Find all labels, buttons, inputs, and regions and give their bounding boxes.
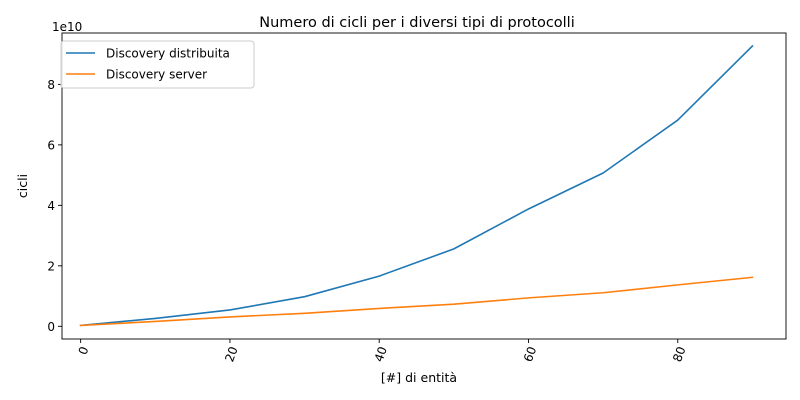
x-axis-label: [#] di entità (381, 370, 457, 385)
chart-title: Numero di cicli per i diversi tipi di pr… (259, 15, 575, 31)
y-tick-label: 6 (47, 138, 55, 152)
x-tick-label: 0 (76, 345, 92, 357)
legend-entry: Discovery distribuita (106, 47, 230, 61)
legend: Discovery distribuita Discovery server (60, 40, 255, 89)
x-tick-label: 60 (521, 345, 539, 364)
y-axis-label: cicli (15, 174, 30, 198)
y-tick-label: 2 (47, 259, 55, 273)
legend-entry: Discovery server (106, 68, 207, 82)
x-tick-label: 80 (670, 345, 688, 364)
x-tick-label: 20 (222, 345, 240, 364)
x-tick-label: 40 (372, 345, 390, 364)
legend-box (60, 40, 255, 89)
y-tick-label: 4 (47, 199, 55, 213)
y-tick-label: 8 (47, 78, 55, 92)
y-tick-label: 0 (47, 320, 55, 334)
series-line-0 (79, 44, 754, 327)
y-axis-offset-label: 1e10 (52, 20, 82, 34)
series-line-1 (79, 276, 754, 327)
axes-frame (61, 32, 787, 340)
